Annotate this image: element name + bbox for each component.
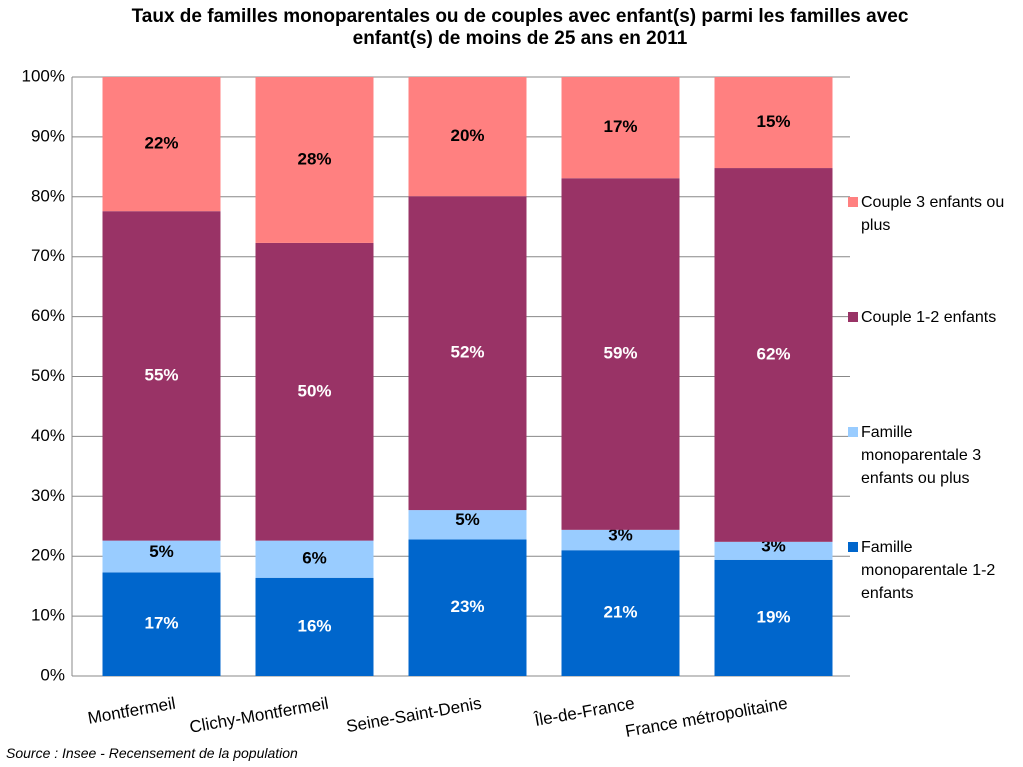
legend-swatch [848, 542, 858, 552]
y-tick-label: 70% [31, 246, 65, 265]
data-label: 59% [603, 344, 637, 363]
data-label: 5% [455, 510, 480, 529]
legend-item: Couple 1-2 enfants [848, 306, 1018, 329]
data-label: 52% [450, 343, 484, 362]
bar-segment [408, 77, 527, 197]
legend-item: Famille monoparentale 3 enfants ou plus [848, 421, 1018, 490]
x-tick-label: Île-de-France [532, 694, 636, 730]
bar-segment [102, 211, 221, 541]
bar-segment [408, 196, 527, 511]
data-label: 16% [297, 616, 331, 635]
x-tick-label: Seine-Saint-Denis [345, 694, 483, 737]
legend-label: Famille monoparentale 1-2 enfants [861, 539, 996, 602]
bar-segment [561, 178, 680, 530]
data-label: 21% [603, 603, 637, 622]
data-label: 15% [756, 112, 790, 131]
bar-segment [255, 242, 374, 541]
legend-item: Couple 3 enfants ou plus [848, 191, 1018, 237]
legend-swatch [848, 312, 858, 322]
y-tick-label: 0% [40, 665, 65, 684]
data-label: 19% [756, 607, 790, 626]
y-tick-label: 80% [31, 186, 65, 205]
y-tick-label: 30% [31, 486, 65, 505]
data-label: 55% [144, 365, 178, 384]
bar-segment [561, 529, 680, 551]
data-label: 17% [144, 614, 178, 633]
y-tick-label: 100% [22, 66, 65, 85]
bar-segment [714, 541, 833, 560]
y-tick-label: 10% [31, 606, 65, 625]
bar-segment [102, 540, 221, 573]
source: Source : Insee - Recensement de la popul… [6, 745, 298, 761]
y-tick-label: 50% [31, 366, 65, 385]
bar-segment [714, 77, 833, 169]
legend-label: Couple 3 enfants ou plus [861, 194, 1005, 234]
data-label: 28% [297, 149, 331, 168]
legend-item: Famille monoparentale 1-2 enfants [848, 536, 1018, 605]
data-label: 3% [608, 526, 633, 545]
legend-label: Couple 1-2 enfants [861, 309, 997, 326]
data-label: 22% [144, 134, 178, 153]
data-label: 20% [450, 126, 484, 145]
data-label: 17% [603, 117, 637, 136]
x-tick-label: Clichy-Montfermeil [188, 694, 330, 737]
data-label: 50% [297, 381, 331, 400]
bar-segment [408, 539, 527, 676]
y-tick-label: 40% [31, 426, 65, 445]
data-label: 23% [450, 597, 484, 616]
bar-segment [255, 577, 374, 676]
legend-label: Famille monoparentale 3 enfants ou plus [861, 424, 982, 487]
bar-segment [714, 168, 833, 542]
legend-swatch [848, 427, 858, 437]
bar-segment [255, 77, 374, 243]
bar-segment [255, 540, 374, 578]
bar-segment [561, 77, 680, 179]
y-tick-label: 90% [31, 126, 65, 145]
x-tick-label: France métropolitaine [624, 694, 789, 741]
bar-segment [102, 77, 221, 212]
legend-swatch [848, 197, 858, 207]
data-label: 6% [302, 549, 327, 568]
x-tick-label: Montfermeil [86, 694, 177, 728]
chart-title: Taux de familles monoparentales ou de co… [131, 6, 909, 49]
y-tick-label: 20% [31, 546, 65, 565]
y-tick-label: 60% [31, 306, 65, 325]
data-label: 5% [149, 542, 174, 561]
bar-segment [408, 510, 527, 540]
bar-segment [102, 572, 221, 676]
bar-segment [714, 559, 833, 676]
bar-segment [561, 550, 680, 676]
data-label: 62% [756, 344, 790, 363]
